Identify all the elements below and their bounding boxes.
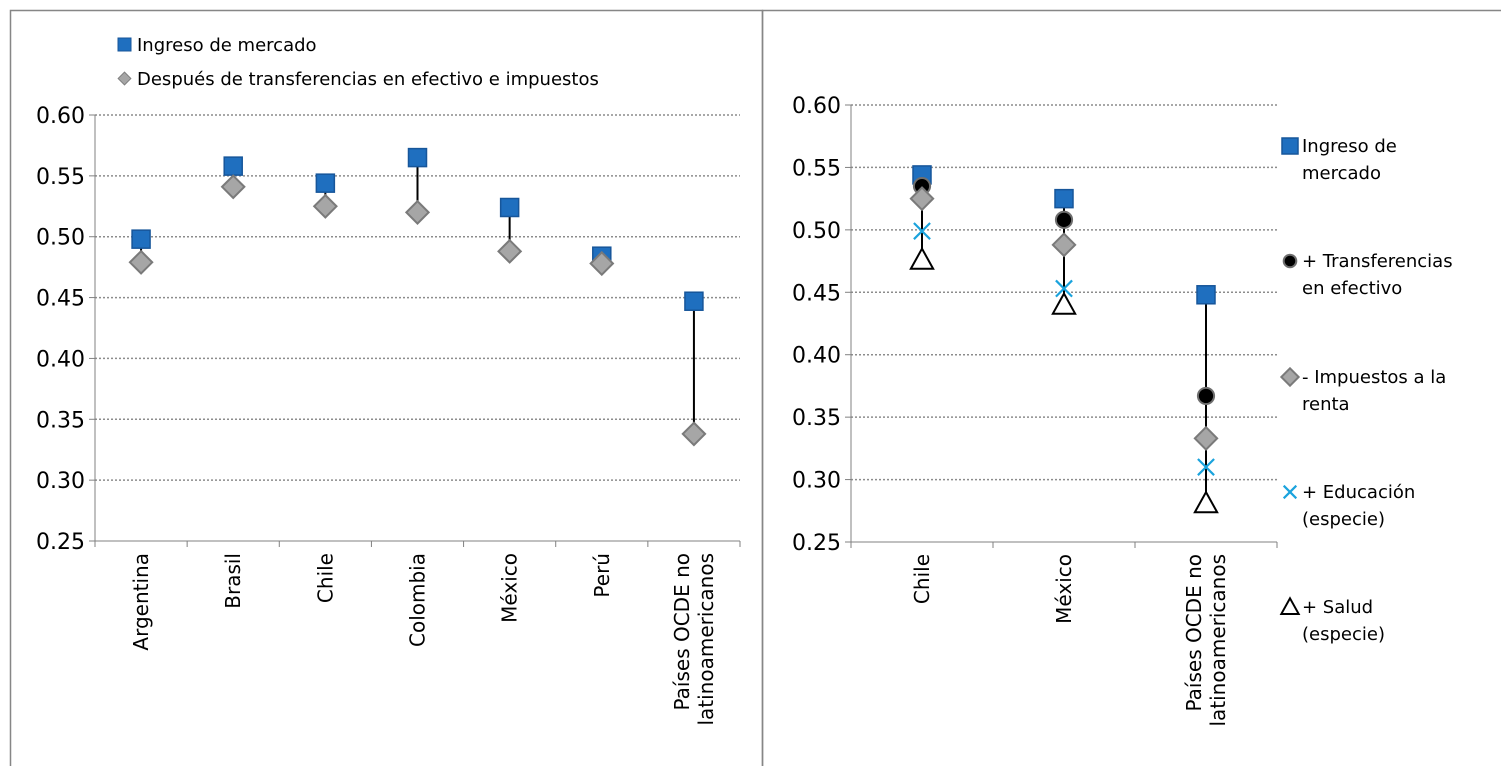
diamond-marker — [589, 250, 615, 277]
legend-label: Ingreso de — [1302, 136, 1397, 157]
y-tick-label: 0.45 — [792, 281, 841, 306]
y-tick-label: 0.55 — [36, 165, 85, 190]
category-label: México — [1052, 554, 1076, 624]
diamond-marker — [909, 186, 935, 212]
category-label: Argentina — [129, 553, 153, 651]
y-tick-label: 0.55 — [792, 156, 841, 181]
right-legend-entry: + Salud (especie) — [1279, 596, 1385, 645]
category-label: Colombia — [406, 553, 430, 647]
y-tick-label: 0.50 — [36, 226, 85, 251]
category-label: Brasil — [221, 553, 245, 609]
x-marker-stroke — [913, 222, 931, 240]
category-label: Chile — [313, 553, 337, 603]
left-chart: 0.60 0.55 0.50 0.45 0.40 0.35 0.30 0.25 Argentin… — [36, 104, 741, 726]
diamond-marker — [1193, 425, 1219, 451]
square-marker — [315, 173, 336, 193]
diamond-marker — [220, 174, 246, 200]
legend-label: + Transferencias — [1302, 251, 1453, 272]
series-diamond — [128, 174, 707, 447]
series-x — [913, 222, 1215, 476]
category-label: latinoamericanos — [694, 553, 718, 726]
left-legend: Ingreso de mercado Después de transferen… — [117, 35, 599, 90]
y-tick-label: 0.30 — [36, 469, 85, 494]
category-label: México — [498, 553, 522, 623]
y-tick-label: 0.60 — [792, 94, 841, 119]
y-tick-label: 0.25 — [792, 531, 841, 556]
left-legend-entry-after-transfers: Después de transferencias en efectivo e … — [117, 69, 599, 90]
category-label: Chile — [910, 554, 934, 604]
series-diamond — [909, 186, 1219, 451]
right-legend-entry: + Transferencias en efectivo — [1282, 251, 1453, 299]
x-marker — [913, 222, 931, 240]
x-marker — [1197, 458, 1215, 476]
legend-diamond-marker — [117, 71, 132, 86]
y-tick-label: 0.35 — [792, 406, 841, 431]
diamond-marker — [404, 199, 431, 225]
right-chart: 0.60 0.55 0.50 0.45 0.40 0.35 0.30 0.25 Chile Méx… — [792, 94, 1278, 727]
category-label: Perú — [590, 553, 614, 598]
square-marker — [407, 147, 428, 168]
legend-label: Después de transferencias en efectivo e … — [137, 69, 599, 90]
y-tick-label: 0.35 — [36, 408, 85, 433]
triangle-marker — [909, 246, 935, 270]
right-legend-entry: - Impuestos a la renta — [1279, 366, 1446, 415]
legend-label: + Educación — [1302, 482, 1415, 503]
triangle-marker — [1279, 596, 1301, 615]
diamond-marker — [681, 421, 707, 447]
y-tick-label: 0.40 — [36, 347, 85, 372]
y-tick-label: 0.60 — [36, 104, 85, 129]
square-marker — [131, 229, 151, 249]
x-marker-stroke — [1282, 484, 1298, 500]
left-panel-border — [9, 9, 764, 766]
y-tick-label: 0.45 — [36, 287, 85, 312]
legend-label: en efectivo — [1302, 278, 1402, 299]
circle-marker — [1196, 386, 1216, 406]
right-panel-border — [761, 9, 1501, 766]
y-tick-label: 0.50 — [792, 219, 841, 244]
circle-marker — [1054, 210, 1074, 229]
diamond-marker — [497, 238, 523, 264]
category-label: latinoamericanos — [1206, 554, 1230, 727]
circle-marker — [1282, 253, 1298, 269]
diamond-marker — [312, 193, 338, 219]
legend-square-marker — [117, 37, 132, 52]
square-marker — [1281, 137, 1299, 155]
legend-label: - Impuestos a la — [1302, 367, 1446, 388]
legend-label: (especie) — [1302, 624, 1385, 645]
series-square — [131, 147, 704, 311]
x-marker-stroke — [1055, 279, 1073, 298]
x-marker — [1055, 279, 1073, 298]
square-marker — [1196, 285, 1216, 305]
triangle-marker — [1051, 291, 1077, 315]
diamond-marker — [1279, 366, 1301, 388]
legend-label: (especie) — [1302, 509, 1385, 530]
y-tick-label: 0.40 — [792, 344, 841, 369]
square-marker — [684, 291, 704, 311]
y-tick-label: 0.25 — [36, 530, 85, 555]
left-legend-entry-market-income: Ingreso de mercado — [117, 35, 317, 56]
legend-label: Ingreso de mercado — [137, 35, 317, 56]
x-marker-stroke — [1197, 458, 1215, 476]
square-marker — [223, 156, 243, 176]
legend-label: + Salud — [1302, 597, 1373, 618]
category-label: Países OCDE no — [670, 553, 694, 711]
square-marker — [499, 197, 520, 218]
right-legend: Ingreso de mercado + Transferencias en efec… — [1279, 136, 1453, 645]
y-tick-label: 0.30 — [792, 469, 841, 494]
right-legend-entry: + Educación (especie) — [1282, 482, 1415, 530]
square-marker — [1054, 188, 1074, 209]
x-marker — [1282, 484, 1298, 500]
legend-label: mercado — [1302, 163, 1381, 184]
category-label: Países OCDE no — [1182, 554, 1206, 712]
triangle-marker — [1193, 490, 1219, 514]
right-legend-entry: Ingreso de mercado — [1281, 136, 1397, 184]
diamond-marker — [1051, 232, 1077, 258]
series-triangle — [909, 246, 1219, 514]
diamond-marker — [128, 249, 154, 275]
legend-label: renta — [1302, 394, 1350, 415]
